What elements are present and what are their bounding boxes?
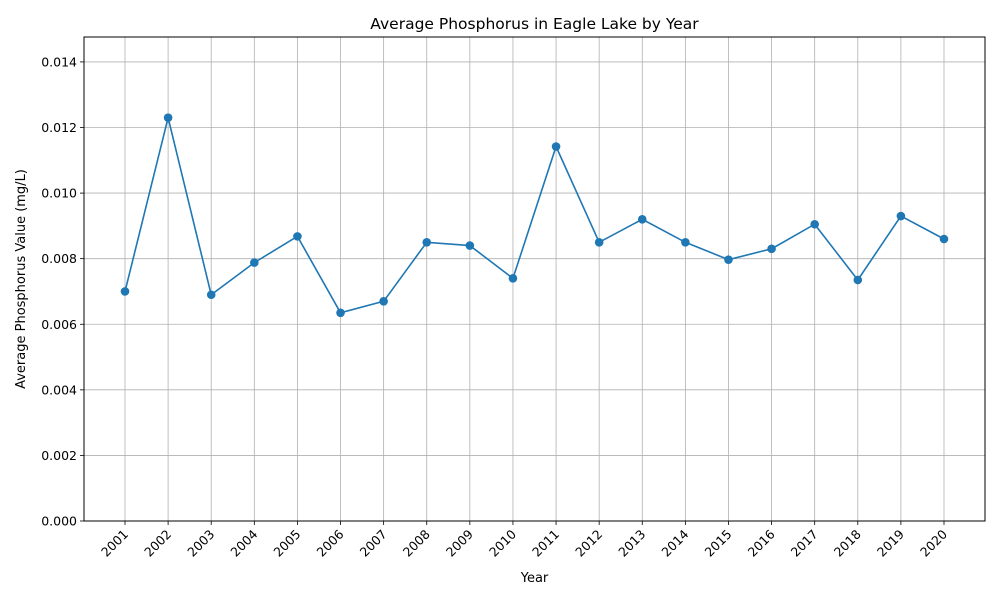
- grid-layer: [84, 37, 985, 522]
- x-tick-label: 2011: [529, 527, 562, 560]
- x-tick-label: 2001: [98, 527, 131, 560]
- data-point: [379, 296, 388, 306]
- series-layer: [120, 113, 949, 318]
- data-point: [724, 255, 733, 264]
- x-tick-label: 2019: [874, 526, 907, 559]
- x-tick-label: 2010: [486, 526, 519, 559]
- tick-layer: 2001 2002 2003 2004 2005 2006 2007 2008 2009 2010…: [41, 54, 950, 559]
- data-point: [120, 287, 130, 296]
- x-tick-label: 2008: [400, 526, 433, 559]
- x-tick-label: 2013: [615, 527, 648, 560]
- x-tick-label: 2007: [357, 527, 390, 560]
- data-point: [336, 308, 345, 318]
- x-tick-label: 2017: [788, 527, 821, 560]
- x-tick-label: 2020: [917, 526, 950, 559]
- data-point: [465, 241, 475, 250]
- x-tick-label: 2002: [141, 527, 174, 560]
- x-tick-label: 2009: [443, 526, 476, 559]
- x-tick-label: 2006: [314, 526, 347, 559]
- data-point: [853, 275, 863, 285]
- y-tick-label: 0.000: [41, 514, 77, 529]
- x-tick-label: 2015: [701, 527, 734, 560]
- data-point: [594, 237, 604, 247]
- data-point: [810, 219, 819, 229]
- data-point: [206, 290, 216, 300]
- x-tick-label: 2003: [184, 527, 217, 560]
- x-tick-label: 2018: [831, 526, 864, 559]
- data-point: [250, 258, 259, 267]
- series-line: [124, 117, 945, 314]
- y-axis-title: Average Phosphorus Value (mg/L): [14, 169, 29, 389]
- chart-title: Average Phosphorus in Eagle Lake by Year: [370, 15, 699, 33]
- plot-frame: [83, 36, 986, 522]
- y-tick-label: 0.006: [41, 317, 77, 332]
- data-point: [293, 232, 302, 241]
- x-tick-label: 2004: [227, 526, 260, 559]
- data-point: [163, 113, 173, 122]
- y-tick-label: 0.002: [41, 448, 77, 463]
- x-tick-label: 2005: [270, 527, 303, 560]
- data-point: [939, 234, 949, 244]
- data-point: [767, 244, 776, 254]
- data-point: [422, 237, 432, 247]
- y-tick-label: 0.012: [41, 120, 77, 135]
- data-point: [896, 211, 906, 221]
- data-point: [508, 274, 518, 283]
- data-point: [551, 142, 561, 151]
- x-tick-label: 2012: [572, 527, 605, 560]
- x-axis-title: Year: [520, 571, 549, 586]
- x-tick-label: 2014: [658, 526, 691, 559]
- x-tick-label: 2016: [745, 526, 778, 559]
- y-tick-label: 0.008: [41, 251, 77, 266]
- y-tick-label: 0.014: [41, 54, 77, 69]
- data-point: [681, 237, 690, 247]
- data-point: [637, 215, 647, 224]
- y-tick-label: 0.010: [41, 186, 77, 201]
- y-tick-label: 0.004: [41, 382, 77, 397]
